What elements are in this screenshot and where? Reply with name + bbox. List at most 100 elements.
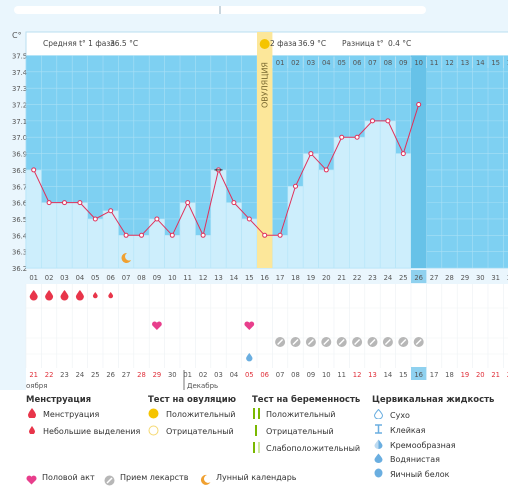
temperature-point	[323, 167, 329, 173]
medication-pill-icon	[104, 475, 115, 486]
temperature-point	[308, 151, 314, 157]
y-tick-label: 36.8	[12, 167, 27, 175]
temperature-point	[293, 183, 298, 189]
cycle-day-label: 16	[260, 274, 269, 282]
temperature-point	[108, 208, 114, 214]
cycle-day-label: 03	[60, 274, 69, 282]
calendar-date-label: 22	[507, 371, 508, 379]
temperature-bar	[272, 235, 289, 269]
menstruation-drop-icon	[60, 290, 69, 301]
temperature-point	[92, 216, 98, 222]
cycle-day-label: 12	[199, 274, 208, 282]
legend-pregnancy-negative: Отрицательный	[266, 427, 334, 436]
light-bleeding-drop-icon	[29, 426, 35, 434]
temperature-point	[169, 232, 175, 238]
cycle-day-label: 21	[337, 274, 346, 282]
ovulation-label: ОВУЛЯЦИЯ	[261, 62, 270, 108]
medication-pill-stripe	[307, 339, 314, 345]
legend-fluid-sticky: Клейкая	[390, 426, 426, 435]
temperature-point	[385, 118, 391, 124]
cycle-day-label: 02	[45, 274, 54, 282]
legend-light-bleeding: Небольшие выделения	[43, 427, 141, 436]
intercourse-heart-icon	[152, 321, 162, 330]
temperature-point	[354, 134, 360, 140]
calendar-date-label: 05	[245, 371, 254, 379]
temperature-bar	[287, 185, 304, 269]
pregnancy-weak-icon	[253, 442, 260, 453]
y-tick-label: 36.7	[12, 183, 27, 191]
temperature-bar	[302, 153, 319, 269]
legend-ovulation-title: Тест на овуляцию	[148, 395, 237, 405]
y-tick-label: 36.4	[12, 232, 27, 240]
menstruation-drop-icon	[28, 408, 36, 418]
calendar-date-label: 16	[414, 371, 423, 379]
ovulation-positive-marker	[259, 39, 270, 49]
light-bleeding-drop-icon	[108, 292, 114, 299]
temperature-bar	[56, 202, 73, 269]
temperature-bar	[25, 169, 42, 269]
legend-medication: Прием лекарств	[120, 473, 189, 482]
cycle-day-label: 18	[291, 274, 300, 282]
calendar-date-label: 12	[353, 371, 362, 379]
calendar-date-label: 21	[29, 371, 38, 379]
cycle-day-label: 11	[183, 274, 192, 282]
menstruation-drop-icon	[75, 290, 84, 301]
temperature-bar	[164, 235, 181, 269]
medication-pill-stripe	[369, 339, 376, 345]
current-day-highlight	[411, 270, 427, 283]
temperature-point	[339, 134, 345, 140]
cycle-day-label: 20	[322, 274, 331, 282]
calendar-date-label: 10	[322, 371, 331, 379]
calendar-date-label: 24	[76, 371, 85, 379]
y-tick-label: 36.3	[12, 249, 27, 257]
calendar-date-label: 26	[106, 371, 115, 379]
ovulation-column	[257, 32, 273, 268]
ovulation-positive-icon	[148, 408, 159, 419]
y-unit-label: C°	[12, 31, 22, 40]
calendar-date-label: 06	[260, 371, 269, 379]
temperature-bar	[87, 218, 104, 269]
temperature-point	[62, 200, 67, 206]
light-bleeding-drop-icon	[92, 292, 98, 299]
temperature-bar	[241, 218, 258, 269]
temperature-point	[31, 167, 37, 173]
bbt-chart: C° 37.5 37.4 37.3 37.2 37.1 37.0 36.9 36.8 36.7 36…	[12, 31, 508, 390]
lunar-moon-icon	[121, 252, 132, 263]
medication-pill-stripe	[384, 339, 391, 345]
phase2-label: 2 фаза	[270, 39, 297, 48]
phase2-day-label: 05	[337, 59, 346, 67]
calendar-date-label: 01	[183, 371, 192, 379]
phase2-day-label: 09	[399, 59, 408, 67]
phase2-day-label: 02	[291, 59, 300, 67]
menstruation-drop-icon	[29, 290, 38, 301]
fluid-dry-icon	[374, 409, 383, 419]
cycle-day-label: 04	[76, 274, 85, 282]
temperature-bar	[349, 136, 366, 269]
cycle-day-label: 10	[168, 274, 177, 282]
cycle-day-label: 31	[491, 274, 500, 282]
temperature-point	[231, 200, 237, 206]
temperature-bar	[318, 169, 335, 269]
cycle-day-label: 23	[368, 274, 377, 282]
y-tick-label: 36.2	[12, 265, 27, 273]
menstruation-drop-icon	[45, 290, 54, 301]
cycle-day-label: 08	[137, 274, 146, 282]
temperature-bar	[225, 202, 242, 269]
y-tick-label: 36.9	[12, 151, 27, 159]
marker-area	[26, 284, 508, 368]
legend-ovulation-negative: Отрицательный	[166, 427, 234, 436]
phase1-label: Средняя t° 1 фаза	[43, 39, 115, 48]
temperature-point	[154, 216, 160, 222]
phase2-day-label: 03	[307, 59, 316, 67]
legend-ovulation-positive: Положительный	[166, 410, 236, 419]
phase2-day-label: 08	[384, 59, 393, 67]
cycle-day-label: 01	[29, 274, 38, 282]
calendar-date-label: 22	[45, 371, 54, 379]
cycle-day-label: 14	[230, 274, 239, 282]
temperature-point	[185, 200, 191, 206]
y-tick-label: 37.4	[12, 69, 27, 77]
scroll-handle[interactable]	[219, 6, 221, 14]
fluid-sticky-icon	[375, 424, 382, 434]
calendar-date-label: 15	[399, 371, 408, 379]
legend-lunar: Лунный календарь	[216, 473, 297, 482]
